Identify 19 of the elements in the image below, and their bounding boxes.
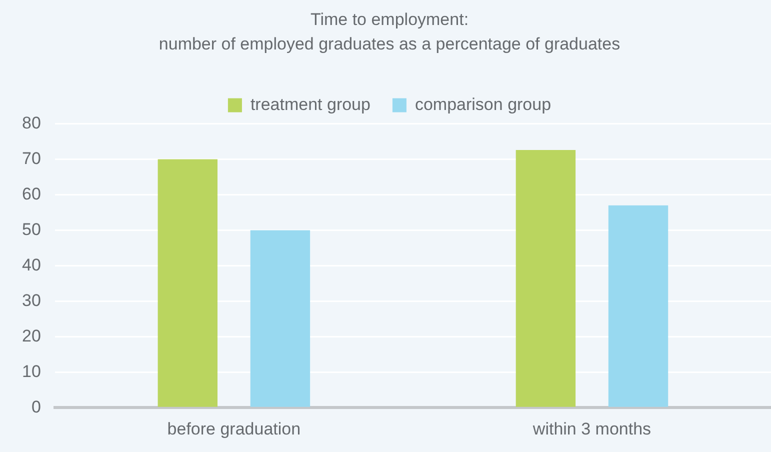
chart-title: Time to employment: <box>310 10 469 29</box>
y-tick-label: 10 <box>22 362 41 381</box>
y-tick-label: 0 <box>31 397 41 416</box>
x-tick-label: before graduation <box>167 419 301 438</box>
y-tick-label: 40 <box>22 255 41 274</box>
bar <box>516 150 576 407</box>
y-tick-label: 30 <box>22 290 41 310</box>
legend-label: comparison group <box>414 94 552 114</box>
y-tick-label: 70 <box>22 148 41 168</box>
bar <box>158 159 218 407</box>
y-tick-label: 60 <box>22 184 41 204</box>
bar <box>608 205 668 407</box>
y-tick-label: 80 <box>22 113 41 132</box>
chart-subtitle: number of employed graduates as a percentage of graduates <box>158 34 620 54</box>
x-tick-label: within 3 months <box>532 419 652 438</box>
bar <box>250 230 310 407</box>
legend-label: treatment group <box>250 94 370 114</box>
y-tick-label: 50 <box>22 220 41 239</box>
y-tick-label: 20 <box>22 326 41 346</box>
